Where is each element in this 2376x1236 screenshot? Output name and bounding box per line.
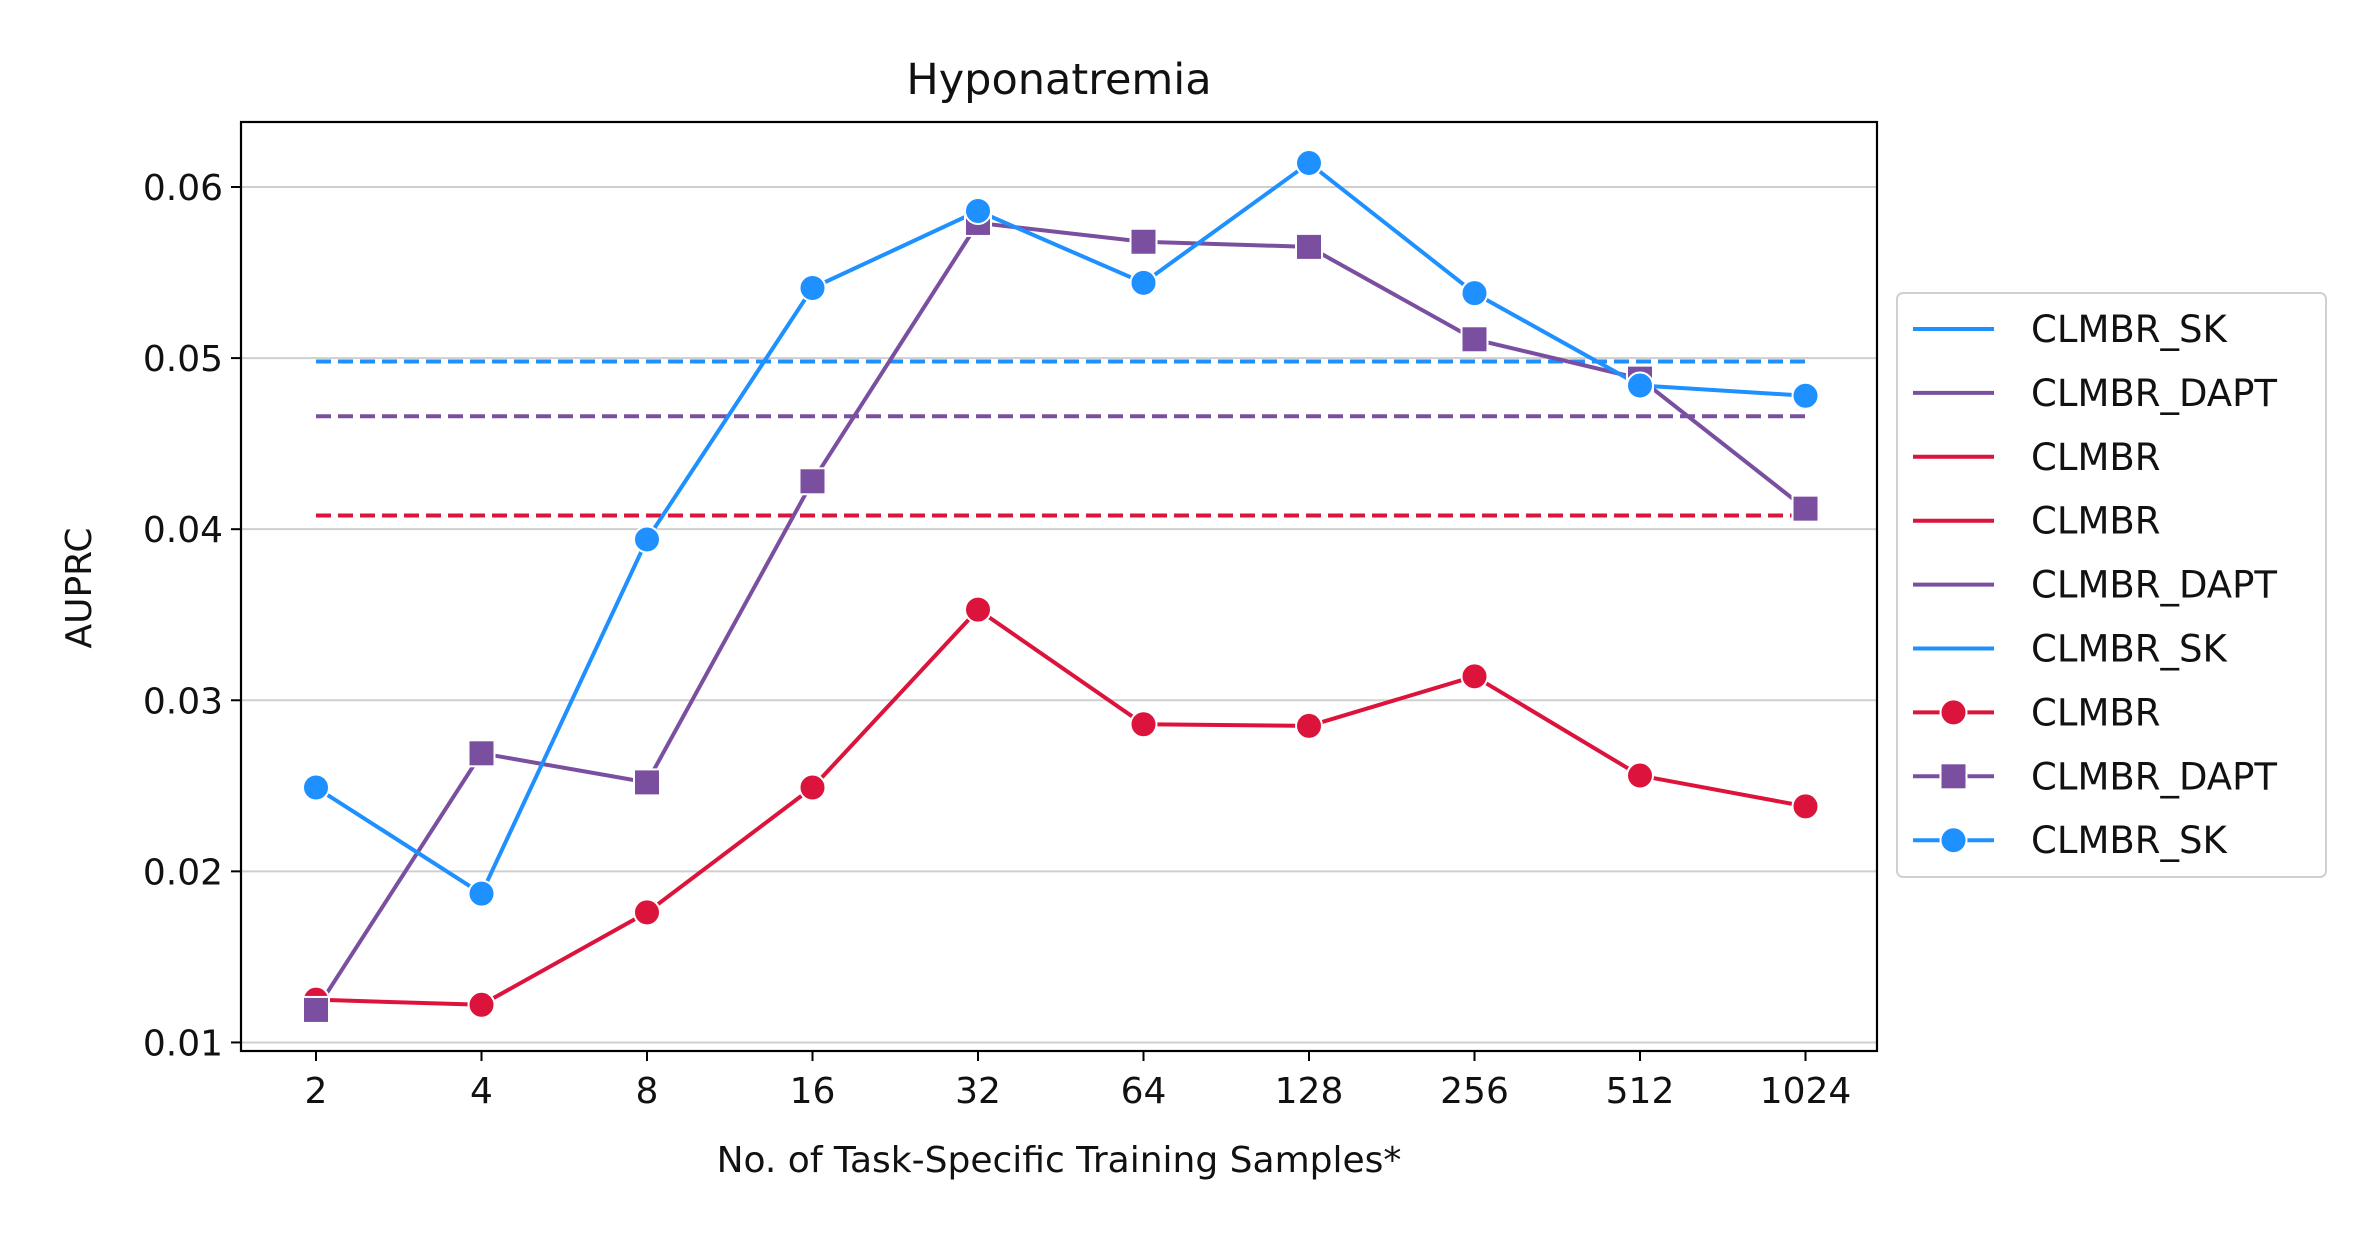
data-point-clmbr-sk bbox=[1791, 381, 1820, 410]
axes: 0.01 0.02 0.03 0.04 0.05 0.06 2 4 8 16 32 64 128 256 5… bbox=[143, 168, 1851, 1112]
grid-lines bbox=[241, 186, 1877, 1044]
data-point-clmbr bbox=[1295, 711, 1323, 740]
chart-title: Hyponatremia bbox=[906, 55, 1211, 105]
x-tick-label: 256 bbox=[1440, 1071, 1509, 1112]
series-line-clmbr-sk bbox=[314, 161, 1806, 896]
legend-marker bbox=[1939, 762, 1968, 791]
x-tick-label: 64 bbox=[1121, 1071, 1167, 1112]
data-point-clmbr bbox=[467, 990, 496, 1019]
legend-label: CLMBR_DAPT bbox=[2031, 564, 2277, 607]
legend-label: CLMBR bbox=[2031, 691, 2160, 734]
x-tick-label: 32 bbox=[955, 1071, 1001, 1112]
data-point-clmbr-dapt bbox=[302, 995, 330, 1024]
data-point-clmbr-sk bbox=[467, 879, 496, 908]
legend-marker bbox=[1939, 698, 1968, 727]
series-line-clmbr-dapt bbox=[314, 220, 1807, 1012]
data-point-clmbr bbox=[1129, 710, 1158, 739]
y-tick-label: 0.02 bbox=[143, 852, 223, 893]
data-point-clmbr-sk bbox=[1626, 371, 1654, 400]
data-point-clmbr-dapt bbox=[1295, 232, 1323, 261]
data-point-clmbr bbox=[964, 595, 992, 624]
legend-label: CLMBR_DAPT bbox=[2031, 372, 2277, 415]
series-line-clmbr bbox=[315, 607, 1806, 1007]
data-point-clmbr-dapt bbox=[1460, 325, 1489, 354]
y-tick-label: 0.03 bbox=[143, 681, 223, 722]
legend-label: CLMBR bbox=[2031, 500, 2160, 543]
legend-marker bbox=[1939, 826, 1968, 855]
plot-frame bbox=[239, 120, 1879, 1053]
legend: CLMBR_SK CLMBR_DAPT CLMBR CLMBR CLMBR_DAPT CL… bbox=[1896, 292, 2327, 878]
legend-label: CLMBR bbox=[2031, 436, 2160, 479]
data-point-clmbr-dapt bbox=[1129, 227, 1158, 256]
data-point-clmbr-sk bbox=[964, 196, 992, 225]
data-point-clmbr bbox=[1460, 662, 1489, 691]
x-tick-label: 512 bbox=[1606, 1071, 1675, 1112]
data-point-clmbr-sk bbox=[302, 773, 330, 802]
data-point-clmbr-dapt bbox=[798, 467, 827, 496]
x-axis-title: No. of Task-Specific Training Samples* bbox=[717, 1140, 1402, 1181]
data-point-clmbr-sk bbox=[1129, 268, 1158, 297]
data-point-clmbr-sk bbox=[1295, 149, 1323, 178]
y-tick-label: 0.01 bbox=[143, 1023, 223, 1064]
x-tick-label: 4 bbox=[470, 1071, 493, 1112]
y-axis-title: AUPRC bbox=[59, 527, 100, 648]
data-point-clmbr-dapt bbox=[1791, 494, 1820, 523]
data-point-clmbr-dapt bbox=[467, 739, 496, 768]
data-point-clmbr-sk bbox=[1460, 279, 1489, 308]
legend-label: CLMBR_DAPT bbox=[2031, 755, 2277, 798]
data-point-clmbr-sk bbox=[633, 525, 661, 554]
data-point-clmbr bbox=[1626, 761, 1654, 790]
x-tick-label: 8 bbox=[636, 1071, 659, 1112]
series-lines bbox=[302, 149, 1820, 1024]
legend-label: CLMBR_SK bbox=[2031, 819, 2228, 862]
x-tick-label: 2 bbox=[305, 1071, 328, 1112]
data-point-clmbr bbox=[633, 898, 661, 927]
legend-box bbox=[1896, 292, 2327, 878]
x-tick-label: 128 bbox=[1275, 1071, 1344, 1112]
data-point-clmbr bbox=[798, 773, 827, 802]
y-tick-label: 0.04 bbox=[143, 510, 223, 551]
data-point-clmbr bbox=[1791, 792, 1820, 821]
x-tick-label: 16 bbox=[790, 1071, 836, 1112]
y-tick-label: 0.05 bbox=[143, 339, 223, 380]
data-point-clmbr-sk bbox=[798, 273, 827, 302]
x-tick-label: 1024 bbox=[1760, 1071, 1852, 1112]
y-tick-label: 0.06 bbox=[143, 168, 223, 209]
baseline-lines bbox=[316, 359, 1806, 518]
legend-label: CLMBR_SK bbox=[2031, 308, 2228, 351]
legend-label: CLMBR_SK bbox=[2031, 628, 2228, 671]
data-point-clmbr-dapt bbox=[633, 768, 661, 797]
